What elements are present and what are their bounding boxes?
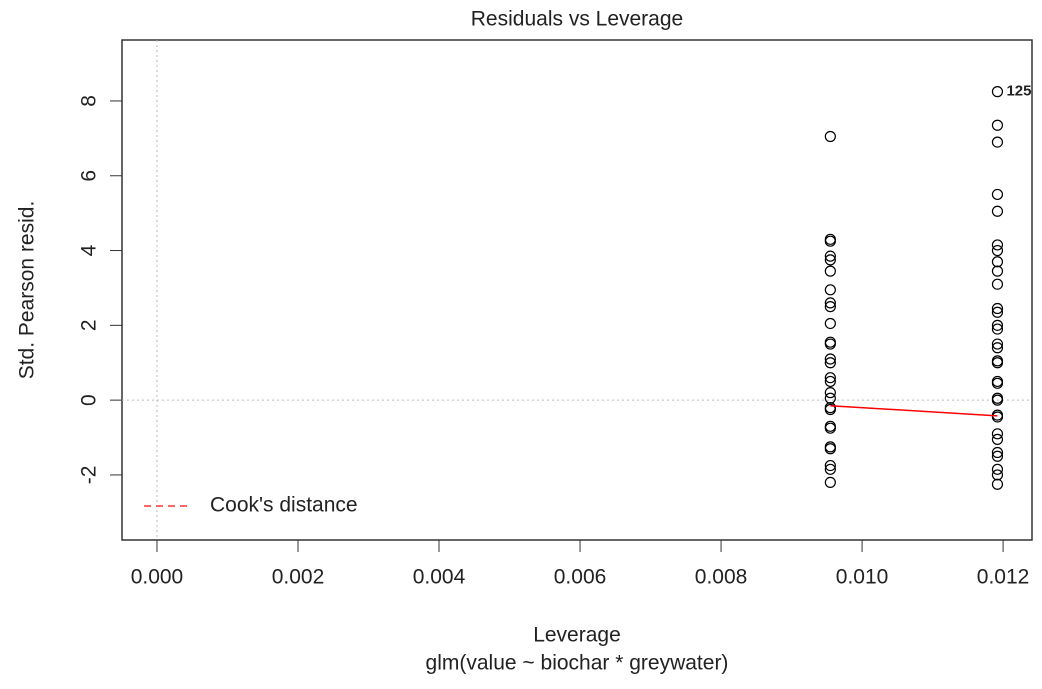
point [824, 353, 836, 365]
point [824, 317, 836, 330]
y-axis-label: Std. Pearson resid. [16, 201, 39, 380]
subtitle: glm(value ~ biochar * greywater) [426, 652, 729, 675]
point [824, 297, 836, 309]
point [991, 323, 1004, 335]
point [991, 377, 1004, 389]
point [991, 463, 1004, 475]
x-tick-label: 0.004 [413, 566, 466, 589]
point [991, 205, 1004, 217]
chart-title: Residuals vs Leverage [471, 8, 683, 31]
point [991, 119, 1004, 131]
point [991, 86, 1004, 98]
point [991, 478, 1004, 490]
point [991, 239, 1004, 251]
point [991, 338, 1004, 350]
point [991, 256, 1004, 268]
x-tick-label: 0.002 [272, 566, 325, 589]
point [991, 278, 1004, 290]
point [824, 403, 836, 416]
point [991, 357, 1004, 369]
x-axis-label: Leverage [533, 624, 621, 647]
point [991, 302, 1004, 315]
point [824, 392, 836, 404]
point [824, 265, 836, 277]
point [991, 433, 1004, 446]
y-tick-label: 2 [78, 319, 101, 331]
point [824, 250, 836, 262]
point [824, 235, 836, 247]
point [824, 284, 836, 296]
point [991, 188, 1004, 201]
y-tick-label: 8 [78, 95, 101, 107]
legend-label: Cook's distance [210, 494, 358, 517]
point [991, 342, 1004, 354]
plot-frame [121, 39, 1033, 541]
x-tick-label: 0.012 [977, 566, 1030, 589]
point-label: 125 [1006, 83, 1031, 100]
point [824, 130, 836, 143]
point [991, 411, 1004, 423]
point [991, 450, 1004, 462]
point [991, 244, 1004, 257]
point [824, 357, 836, 369]
point [824, 476, 836, 489]
point [824, 422, 836, 434]
point [991, 265, 1004, 277]
point [991, 306, 1004, 318]
point [991, 469, 1004, 481]
smooth-line [830, 404, 998, 417]
y-tick-label: -2 [78, 466, 101, 485]
point [991, 428, 1004, 440]
y-tick-label: 6 [78, 170, 101, 182]
point [824, 463, 836, 475]
x-tick-label: 0.000 [131, 566, 184, 589]
y-tick-label: 4 [78, 244, 101, 256]
point [824, 338, 836, 350]
point [824, 254, 836, 266]
point [991, 319, 1004, 331]
point [824, 459, 836, 472]
point [824, 301, 836, 313]
point [991, 136, 1004, 148]
point [824, 372, 836, 384]
point [991, 446, 1004, 459]
x-tick-label: 0.010 [836, 566, 889, 589]
x-tick-label: 0.008 [695, 566, 748, 589]
point [824, 375, 836, 388]
point [824, 443, 836, 455]
y-tick-label: 0 [78, 394, 101, 406]
point [991, 394, 1004, 406]
point [824, 387, 836, 399]
x-tick-label: 0.006 [554, 566, 607, 589]
